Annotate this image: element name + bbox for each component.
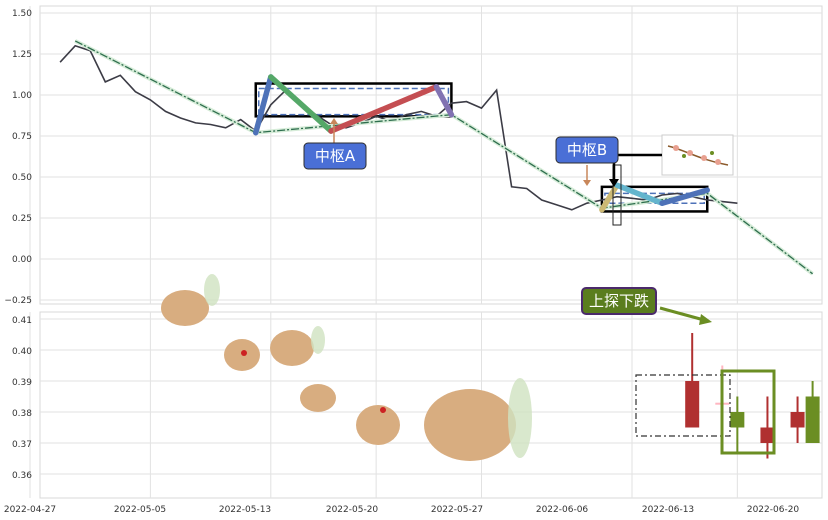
flower-thumbnail [661, 134, 734, 176]
y-tick-label: 0.39 [12, 378, 32, 388]
zhongshu-a-outer-box [254, 82, 453, 118]
x-tick-label: 2022-05-05 [114, 505, 166, 515]
y-tick-label: 0.38 [12, 409, 32, 419]
y-tick-label: 0.75 [12, 132, 32, 142]
x-tick-label: 2022-04-27 [4, 505, 56, 515]
x-tick-label: 2022-06-13 [642, 505, 694, 515]
trend-line [74, 40, 813, 275]
top-y-ticks: 1.50 1.25 1.00 0.75 0.50 0.25 0.00 −0.25 [4, 9, 32, 306]
flying-puppies-sticker [161, 274, 532, 461]
x-tick-label: 2022-05-27 [431, 505, 483, 515]
bi-stroke-segment [253, 74, 274, 136]
y-tick-label: 1.25 [12, 50, 32, 60]
zhongshu-b-inner-box [604, 192, 706, 204]
candle-body [805, 396, 820, 443]
x-tick-label: 2022-06-06 [536, 505, 589, 515]
svg-text:中枢B: 中枢B [567, 141, 607, 159]
y-tick-label: 0.36 [12, 471, 32, 481]
bottom-y-ticks: 0.41 0.40 0.39 0.38 0.37 0.36 [12, 316, 32, 481]
bi-stroke-segment [433, 84, 455, 118]
y-tick-label: 0.40 [12, 347, 32, 357]
y-tick-label: −0.25 [4, 296, 32, 306]
zhongshu-a-inner-box [258, 87, 450, 116]
bi-stroke-segment [614, 182, 665, 206]
bottom-chart-marks [635, 332, 820, 459]
candle-group-box [635, 374, 731, 437]
y-tick-label: 1.00 [12, 91, 32, 101]
zhongshu-b-outer-box [600, 185, 709, 213]
bi-stroke-segment [328, 84, 440, 134]
y-tick-label: 0.00 [12, 255, 32, 265]
x-tick-label: 2022-05-20 [326, 505, 379, 515]
x-ticks: 2022-04-27 2022-05-05 2022-05-13 2022-05… [4, 505, 800, 515]
highlight-box [720, 369, 776, 455]
y-tick-label: 0.25 [12, 214, 32, 224]
svg-text:中枢A: 中枢A [315, 147, 356, 165]
range-marker [612, 164, 622, 226]
x-tick-label: 2022-05-13 [219, 505, 271, 515]
candle-body [790, 412, 805, 428]
y-tick-label: 1.50 [12, 9, 32, 19]
top-chart-marks [59, 39, 814, 276]
y-tick-label: 0.41 [12, 316, 32, 326]
bottom-plot-area [39, 311, 823, 499]
label-zhongshu-a: 中枢A [303, 142, 367, 170]
bi-stroke-segment [659, 187, 710, 206]
candle-body [730, 412, 745, 428]
bi-stroke-segment [599, 182, 620, 213]
candle-body [760, 427, 775, 443]
bi-stroke-segment [268, 74, 334, 134]
svg-text:上探下跌: 上探下跌 [589, 292, 649, 310]
x-tick-label: 2022-06-20 [747, 505, 800, 515]
candle-body [685, 381, 700, 428]
y-tick-label: 0.50 [12, 173, 32, 183]
label-probe-then-fall: 上探下跌 [581, 287, 657, 315]
label-zhongshu-b: 中枢B [555, 136, 619, 164]
y-tick-label: 0.37 [12, 440, 32, 450]
